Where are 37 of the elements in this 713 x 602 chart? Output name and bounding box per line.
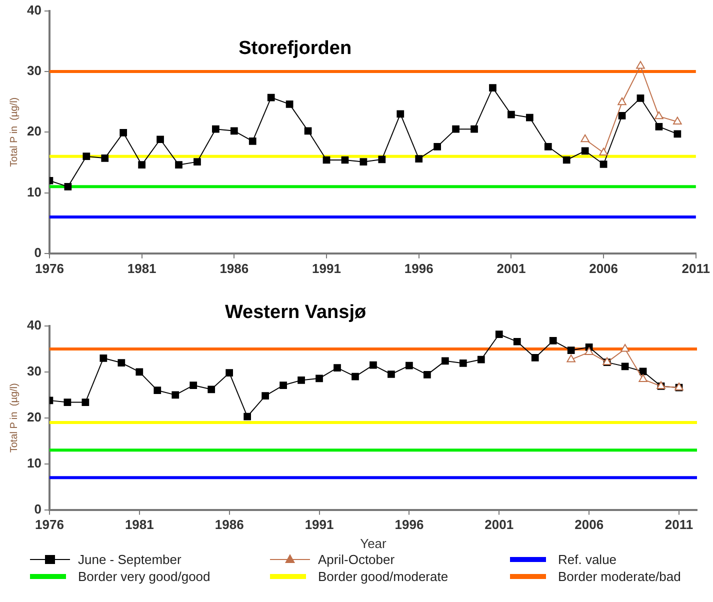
y-tick-label: 20 bbox=[26, 124, 42, 139]
legend-label: Border good/moderate bbox=[318, 569, 448, 584]
x-tick-label: 1991 bbox=[312, 260, 341, 276]
y-tick-label: 10 bbox=[26, 455, 42, 470]
x-tick-label: 2006 bbox=[574, 517, 604, 532]
x-tick-label: 1976 bbox=[35, 260, 64, 276]
x-tick-label: 1996 bbox=[404, 260, 434, 276]
y-tick-label: 30 bbox=[26, 364, 42, 379]
legend-label: Border moderate/bad bbox=[558, 569, 681, 584]
x-tick-label: 2011 bbox=[664, 517, 694, 532]
x-tick-label: 1981 bbox=[127, 260, 156, 276]
x-tick-label: 2001 bbox=[484, 517, 514, 532]
x-tick-label: 1976 bbox=[35, 517, 64, 532]
y-tick-label: 20 bbox=[26, 409, 42, 424]
legend-label: Ref. value bbox=[558, 552, 617, 567]
y-tick-label: 10 bbox=[26, 184, 42, 200]
legend-label: Border very good/good bbox=[78, 569, 210, 584]
y-tick-label: 0 bbox=[34, 244, 42, 260]
x-tick-label: 1981 bbox=[124, 517, 154, 532]
x-tick-label: 2006 bbox=[589, 260, 618, 276]
x-tick-label: 1986 bbox=[220, 260, 249, 276]
x-tick-label: 2011 bbox=[682, 260, 710, 276]
y-tick-label: 40 bbox=[26, 318, 42, 333]
y-axis-title: Total P in (µg/l) bbox=[8, 383, 20, 453]
chart-title: Western Vansjø bbox=[224, 302, 366, 324]
y-tick-label: 40 bbox=[26, 2, 42, 18]
x-tick-label: 1986 bbox=[214, 517, 244, 532]
legend-label: April-October bbox=[318, 552, 395, 567]
y-axis-title: Total P in (µg/l) bbox=[8, 97, 20, 167]
x-tick-label: 1991 bbox=[304, 517, 334, 532]
x-tick-label: 1996 bbox=[394, 517, 424, 532]
y-tick-label: 30 bbox=[26, 63, 42, 78]
legend-label: June - September bbox=[78, 552, 182, 567]
y-tick-label: 0 bbox=[34, 501, 42, 516]
text: Storefjorden bbox=[238, 38, 352, 60]
x-tick-label: 2001 bbox=[496, 260, 526, 276]
x-axis-title: Year bbox=[360, 536, 388, 551]
